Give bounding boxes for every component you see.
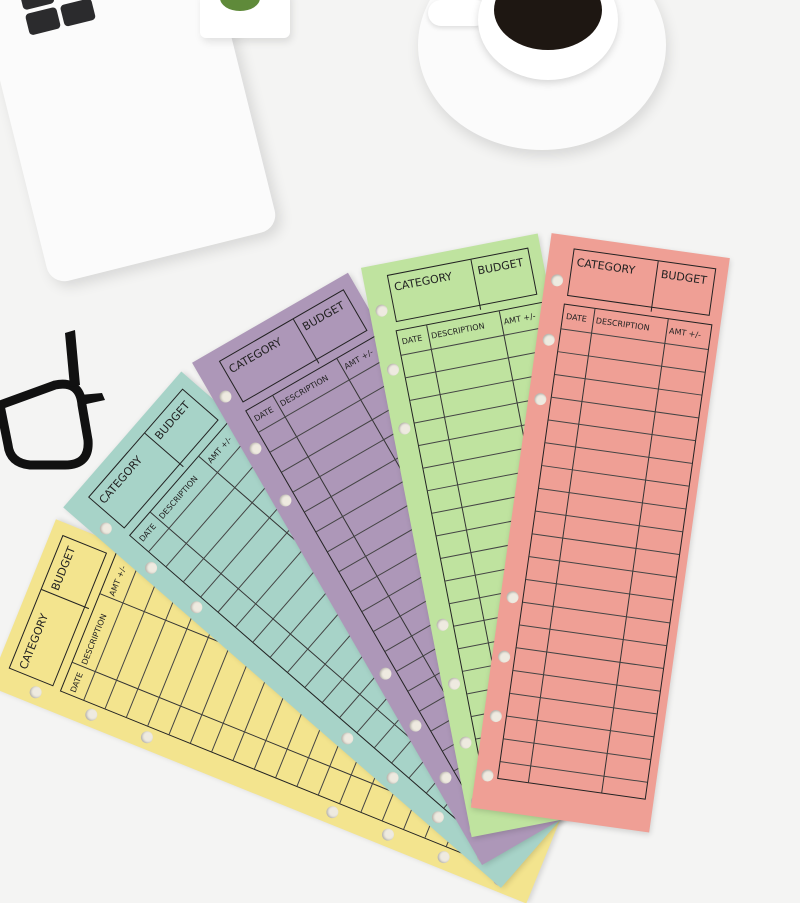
description-header: DESCRIPTION — [278, 373, 330, 409]
row-line — [548, 419, 696, 442]
binder-hole — [377, 665, 394, 682]
date-header: DATE — [565, 311, 588, 324]
category-label: CATEGORY — [393, 269, 454, 294]
row-line — [545, 442, 692, 464]
binder-hole — [435, 849, 452, 865]
date-header: DATE — [137, 521, 159, 544]
row-line — [529, 556, 676, 578]
eyeglasses — [0, 330, 105, 470]
binder-hole — [550, 273, 564, 288]
date-header: DATE — [401, 333, 424, 347]
row-line — [503, 738, 651, 760]
row-line — [554, 373, 702, 396]
description-header: DESCRIPTION — [430, 321, 486, 341]
binder-hole — [429, 808, 447, 826]
budget-label: BUDGET — [650, 261, 709, 319]
binder-hole — [338, 730, 356, 747]
row-line — [500, 761, 648, 783]
binder-hole — [97, 520, 115, 537]
binder-hole — [374, 303, 389, 318]
row-line — [519, 624, 667, 647]
laptop-key — [59, 0, 97, 27]
amount-header: AMT +/- — [668, 326, 702, 340]
binder-hole — [142, 559, 160, 577]
laptop — [0, 0, 280, 286]
amount-header: AMT +/- — [107, 564, 129, 598]
binder-hole — [397, 421, 412, 436]
row-line — [513, 670, 660, 692]
row-line — [538, 487, 686, 510]
binder-hole — [27, 684, 44, 701]
row-line — [542, 465, 689, 487]
row-line — [526, 578, 673, 601]
row-line — [510, 692, 657, 715]
binder-hole — [541, 332, 556, 347]
budget-label: BUDGET — [470, 250, 531, 310]
binder-hole — [139, 729, 155, 746]
description-header: DESCRIPTION — [79, 612, 109, 667]
row-line — [516, 647, 664, 669]
amount-header: AMT +/- — [503, 311, 537, 327]
row-line — [558, 351, 705, 373]
binder-hole — [489, 709, 503, 723]
plant-leaves — [220, 0, 260, 11]
binder-hole — [324, 804, 341, 820]
binder-hole — [458, 735, 473, 750]
binder-hole — [480, 768, 495, 783]
row-line — [551, 396, 699, 419]
potted-plant — [200, 0, 290, 38]
binder-hole — [533, 392, 548, 406]
row-line — [522, 601, 670, 624]
binder-hole — [385, 362, 401, 377]
binder-hole — [437, 769, 454, 786]
header-box: CATEGORY BUDGET — [567, 248, 717, 319]
binder-hole — [217, 388, 234, 405]
category-label: CATEGORY — [96, 453, 146, 507]
binder-hole — [83, 706, 100, 723]
amount-header: AMT +/- — [205, 434, 234, 466]
row-line — [506, 715, 654, 738]
binder-hole — [435, 617, 450, 632]
column-divider — [601, 319, 669, 793]
binder-hole — [447, 676, 462, 691]
binder-hole — [247, 440, 264, 457]
date-header: DATE — [68, 671, 85, 694]
column-divider — [527, 308, 596, 783]
binder-hole — [384, 769, 402, 787]
row-line — [535, 510, 683, 533]
binder-hole — [407, 717, 424, 734]
row-line — [532, 533, 680, 555]
category-label: CATEGORY — [226, 335, 285, 376]
laptop-key — [24, 6, 62, 36]
description-header: DESCRIPTION — [595, 316, 651, 333]
category-label: CATEGORY — [575, 255, 636, 278]
row-line — [405, 349, 552, 379]
binder-hole — [380, 826, 396, 843]
binder-hole — [277, 492, 294, 509]
category-label: CATEGORY — [16, 611, 52, 672]
binder-hole — [497, 649, 511, 664]
binder-hole — [187, 598, 205, 616]
date-header: DATE — [252, 405, 276, 424]
binder-hole — [505, 590, 520, 605]
